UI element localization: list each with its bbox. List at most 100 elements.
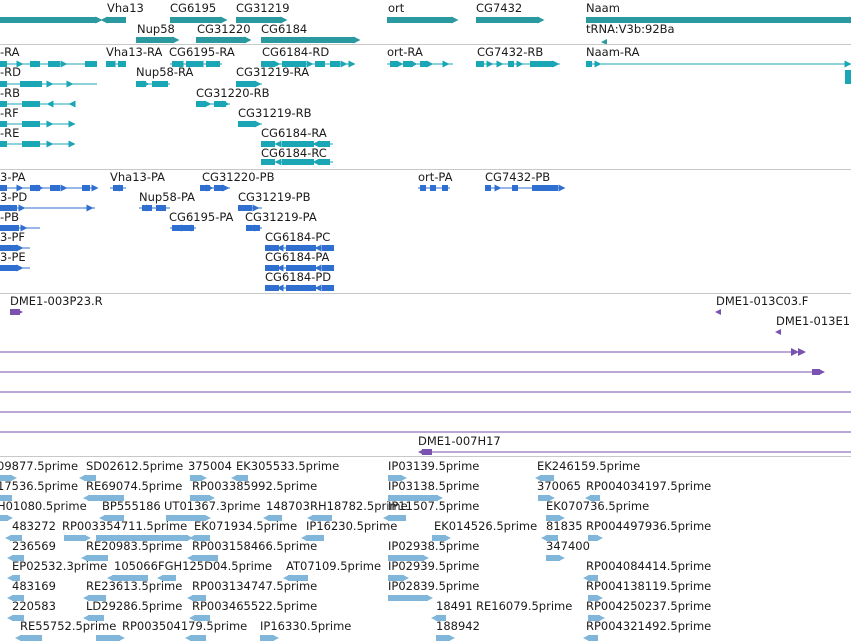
rna-cg6184-rd-strand-arrow[interactable]: [306, 60, 314, 68]
protein-nup58-pa-strand-arrow[interactable]: [146, 204, 154, 212]
est-feature[interactable]: [84, 475, 96, 481]
rna-cg31219-ra-strand-arrow[interactable]: [254, 80, 262, 88]
gene-label-cg31220[interactable]: CG31220: [197, 22, 251, 36]
est-feature[interactable]: [540, 475, 554, 481]
rna-rf-exon[interactable]: [0, 121, 7, 127]
est-label[interactable]: IP03139.5prime: [388, 459, 480, 473]
est-feature[interactable]: [12, 555, 24, 561]
rna-cg6184-ra-exon[interactable]: [261, 141, 275, 147]
est-feature[interactable]: [588, 595, 598, 601]
rna-rd-exon[interactable]: [0, 81, 7, 87]
est-label[interactable]: RP003158466.5prime: [192, 539, 318, 553]
est-feature[interactable]: [96, 535, 188, 541]
protein-cg6184-pd-exon[interactable]: [265, 285, 279, 291]
est-feature-arrow[interactable]: [189, 615, 195, 621]
clone-span-1-arrow[interactable]: [798, 348, 806, 356]
protein-label-cg31220-pb[interactable]: CG31220-PB: [202, 170, 275, 184]
protein-label-cg31219-pa[interactable]: CG31219-PA: [245, 210, 317, 224]
rna-label-cg6184-rd[interactable]: CG6184-RD: [262, 45, 330, 59]
est-label[interactable]: RP003385992.5prime: [192, 479, 318, 493]
rna-cg6195-ra-strand-arrow[interactable]: [196, 60, 204, 68]
protein-cg6184-pd-exon[interactable]: [286, 285, 316, 291]
est-feature-arrow[interactable]: [81, 555, 87, 561]
est-label[interactable]: RP004034197.5prime: [586, 479, 712, 493]
rna-cg7432-rb-strand-arrow[interactable]: [496, 60, 504, 68]
rna-cg7432-rb-strand-arrow[interactable]: [486, 60, 494, 68]
est-label[interactable]: SD02612.5prime: [86, 459, 184, 473]
est-label[interactable]: 17536.5prime: [0, 479, 79, 493]
rna-cg7432-rb-strand-arrow[interactable]: [552, 60, 560, 68]
protein-pa-exon[interactable]: [50, 185, 60, 191]
rna-rd-strand-arrow[interactable]: [46, 80, 54, 88]
rna-ort-ra-exon[interactable]: [390, 61, 398, 67]
protein-label-cg31219-pb[interactable]: CG31219-PB: [238, 190, 311, 204]
est-feature[interactable]: [190, 475, 202, 481]
protein-label-cg7432-pb[interactable]: CG7432-PB: [485, 170, 551, 184]
est-feature-arrow[interactable]: [437, 495, 443, 501]
est-label[interactable]: H01080.5prime: [0, 499, 87, 513]
est-label[interactable]: IP02938.5prime: [388, 539, 480, 553]
est-label[interactable]: 375004: [188, 459, 232, 473]
est-label[interactable]: 148703: [266, 499, 310, 513]
est-label[interactable]: EK305533.5prime: [236, 459, 340, 473]
est-feature-arrow[interactable]: [559, 515, 565, 521]
est-feature[interactable]: [260, 635, 274, 641]
protein-cg6184-pd-strand-arrow[interactable]: [314, 284, 322, 292]
est-label[interactable]: LD29286.5prime: [86, 599, 183, 613]
protein-cg31219-pb-strand-arrow[interactable]: [252, 204, 260, 212]
protein-cg6184-pa-exon[interactable]: [322, 265, 334, 271]
est-feature[interactable]: [546, 515, 560, 521]
est-feature[interactable]: [96, 635, 120, 641]
est-feature-arrow[interactable]: [599, 615, 605, 621]
gene-bar-cg6195[interactable]: [170, 17, 222, 23]
est-feature-arrow[interactable]: [7, 615, 13, 621]
est-feature-arrow[interactable]: [187, 555, 193, 561]
est-feature-arrow[interactable]: [15, 635, 21, 641]
est-feature[interactable]: [432, 535, 446, 541]
est-feature[interactable]: [388, 595, 428, 601]
est-feature[interactable]: [12, 615, 24, 621]
rna-cg31219-ra-exon[interactable]: [236, 81, 256, 87]
rna-cg6184-rc-exon[interactable]: [282, 159, 314, 165]
est-feature-arrow[interactable]: [583, 575, 589, 581]
rna-re-strand-arrow[interactable]: [68, 140, 76, 148]
gene-bar-ort[interactable]: [387, 17, 453, 23]
gene-label-trna[interactable]: tRNA:V3b:92Ba: [586, 22, 675, 36]
rna-label-ort-ra[interactable]: ort-RA: [387, 45, 423, 59]
est-label[interactable]: BP555186: [102, 499, 161, 513]
rna-ort-ra-strand-arrow[interactable]: [442, 60, 450, 68]
rna-nup58-ra-exon[interactable]: [152, 81, 168, 87]
rna-re-exon[interactable]: [22, 141, 40, 147]
protein-cg31220-pb-strand-arrow[interactable]: [206, 184, 214, 192]
est-feature-arrow[interactable]: [383, 515, 389, 521]
clone-span-2-arrow[interactable]: [819, 369, 825, 375]
rna-cg6184-rc-strand-arrow[interactable]: [274, 158, 282, 166]
rna-ra-exon[interactable]: [0, 61, 7, 67]
rna-ra-strand-arrow[interactable]: [34, 60, 42, 68]
gene-bar-cg31220[interactable]: [196, 37, 246, 43]
est-feature[interactable]: [588, 615, 600, 621]
rna-rb-exon[interactable]: [22, 101, 40, 107]
est-feature-arrow[interactable]: [431, 615, 437, 621]
protein-cg31220-pb-strand-arrow[interactable]: [222, 184, 230, 192]
rna-naam-ra-strand-arrow[interactable]: [844, 60, 851, 68]
rna-label-naam-ra[interactable]: Naam-RA: [586, 45, 640, 59]
est-label[interactable]: IP02839.5prime: [388, 579, 480, 593]
protein-cg6184-pc-strand-arrow[interactable]: [314, 244, 322, 252]
est-label[interactable]: IP11507.5prime: [388, 499, 480, 513]
protein-cg6184-pa-exon[interactable]: [265, 265, 279, 271]
est-feature[interactable]: [104, 515, 124, 521]
protein-pa-exon[interactable]: [30, 185, 40, 191]
protein-cg6184-pd-exon[interactable]: [322, 285, 334, 291]
gene-bar-arrow[interactable]: [95, 16, 103, 24]
rna-cg6184-rd-exon[interactable]: [330, 61, 340, 67]
protein-cg7432-pb-strand-arrow[interactable]: [558, 184, 566, 192]
clone-dme1-007h17-arrow[interactable]: [418, 449, 424, 455]
gene-label-cg6184[interactable]: CG6184: [261, 22, 308, 36]
protein-pe-exon[interactable]: [0, 265, 17, 271]
protein-label-nup58-pa[interactable]: Nup58-PA: [139, 190, 196, 204]
est-label[interactable]: EK014526.5prime: [434, 519, 538, 533]
est-label[interactable]: RE69074.5prime: [86, 479, 183, 493]
est-feature-arrow[interactable]: [7, 555, 13, 561]
est-feature[interactable]: [590, 495, 600, 501]
